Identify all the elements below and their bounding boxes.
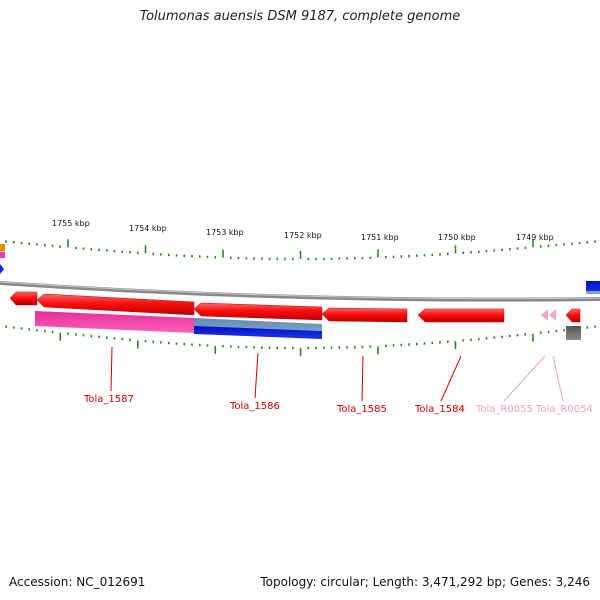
- genome-backbone-highlight: [0, 281, 600, 300]
- gene-label-tola-1587[interactable]: Tola_1587: [83, 394, 134, 405]
- gene-label-tola-r0055[interactable]: Tola_R0055: [475, 404, 533, 415]
- cds-bar-magenta[interactable]: [35, 311, 194, 333]
- feature-blue-right[interactable]: [586, 281, 600, 294]
- gene-arrow-tola-1586[interactable]: [193, 302, 323, 321]
- scale-label: 1754 kbp: [129, 224, 167, 233]
- gene-arrow-tola-1587[interactable]: [36, 293, 195, 316]
- genome-backbone: [0, 281, 600, 302]
- feature-grey[interactable]: [566, 326, 581, 340]
- scale-ticks-lower: [5, 325, 596, 356]
- scale-label: 1750 kbp: [438, 233, 476, 242]
- genome-title: Tolumonas auensis DSM 9187, complete gen…: [139, 9, 461, 24]
- cds-bar-blue[interactable]: [194, 326, 322, 339]
- gene-arrow-tola-1585[interactable]: [321, 307, 408, 323]
- feature-orange[interactable]: [0, 244, 5, 251]
- gene-arrow[interactable]: [9, 291, 38, 306]
- feature-blue-diamond[interactable]: [0, 264, 4, 274]
- gene-arrow-tola-1584[interactable]: [417, 308, 505, 323]
- trna-arrow-tola-r0054[interactable]: [549, 309, 556, 321]
- scale-ticks-upper: [5, 239, 596, 261]
- scale-label: 1749 kbp: [516, 233, 554, 242]
- trna-arrow-tola-r0055[interactable]: [541, 309, 548, 321]
- accession-text: Accession: NC_012691: [9, 575, 146, 589]
- scale-label: 1755 kbp: [52, 219, 90, 228]
- label-leaders: [110, 346, 564, 402]
- gene-label-tola-1584[interactable]: Tola_1584: [414, 404, 465, 415]
- scale-label: 1752 kbp: [284, 231, 322, 240]
- gene-labels: Tola_1587 Tola_1586 Tola_1585 Tola_1584 …: [83, 394, 593, 415]
- gene-arrow[interactable]: [565, 308, 581, 323]
- gene-label-tola-1585[interactable]: Tola_1585: [336, 404, 387, 415]
- scale-label: 1753 kbp: [206, 228, 244, 237]
- gene-label-tola-1586[interactable]: Tola_1586: [229, 401, 280, 412]
- feature-pink-small[interactable]: [0, 252, 5, 258]
- topology-text: Topology: circular; Length: 3,471,292 bp…: [260, 575, 590, 589]
- feature-blue-right-edge: [586, 291, 600, 294]
- scale-label: 1751 kbp: [361, 233, 399, 242]
- gene-label-tola-r0054[interactable]: Tola_R0054: [535, 404, 593, 415]
- scale-labels: 1755 kbp 1754 kbp 1753 kbp 1752 kbp 1751…: [52, 219, 554, 242]
